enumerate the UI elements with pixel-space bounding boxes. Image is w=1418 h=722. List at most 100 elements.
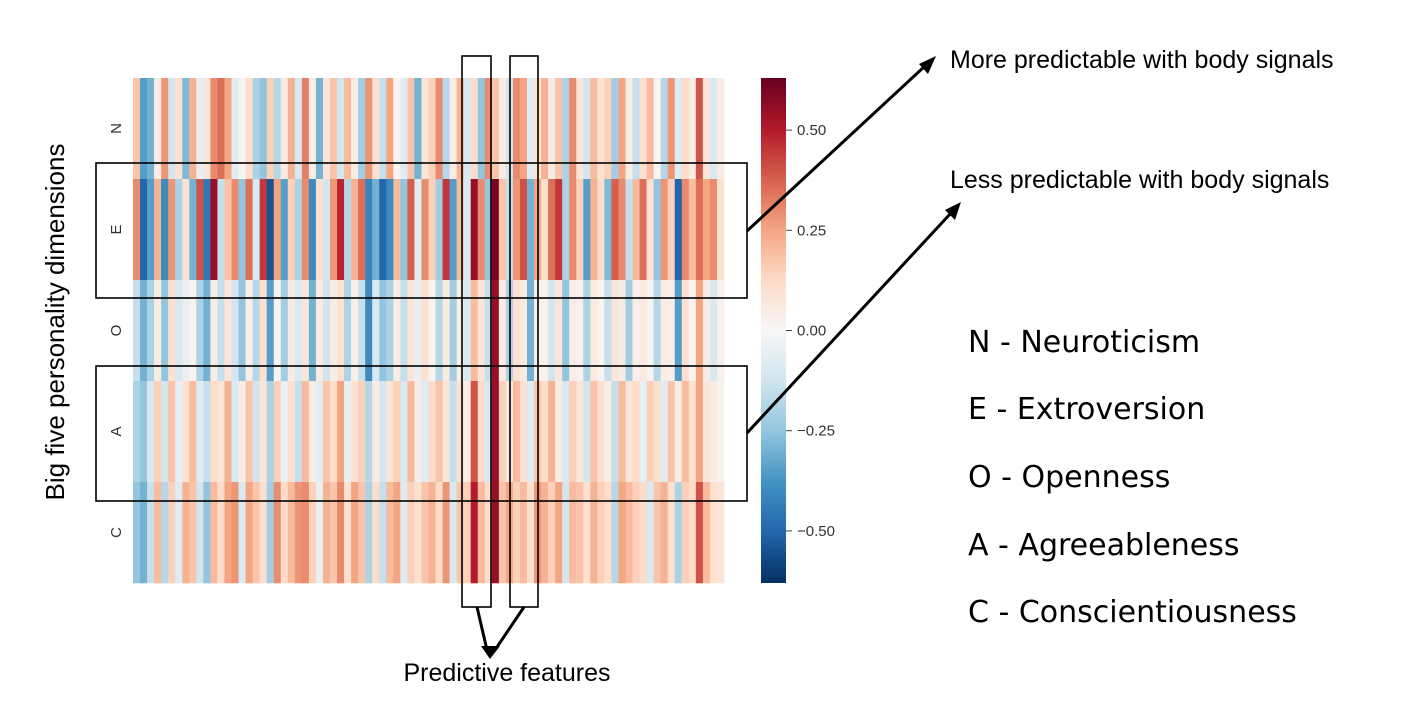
heatmap-cell	[555, 482, 563, 584]
heatmap-cell	[287, 482, 296, 584]
heatmap-cell	[393, 482, 401, 584]
heatmap-cell	[688, 482, 697, 584]
heatmap-cell	[660, 482, 669, 584]
heatmap-cell	[154, 78, 162, 180]
heatmap-cell	[154, 482, 162, 584]
heatmap-cell	[569, 381, 577, 483]
heatmap-cell	[224, 381, 232, 483]
heatmap-cell	[484, 78, 493, 180]
colorbar-tick-label: 0.50	[797, 122, 826, 139]
heatmap-cell	[322, 482, 331, 584]
heatmap-cell	[189, 482, 197, 584]
heatmap-cell	[562, 280, 570, 382]
heatmap-cell	[512, 78, 521, 180]
heatmap-cell	[168, 78, 176, 180]
heatmap-cell	[231, 179, 239, 281]
heatmap-cell	[646, 78, 654, 180]
heatmap-cell	[618, 78, 626, 180]
heatmap-cell	[618, 381, 626, 483]
heatmap-cell	[583, 78, 591, 180]
heatmap-cells	[133, 78, 725, 584]
colorbar-tick-label: −0.50	[797, 523, 835, 540]
heatmap-cell	[667, 78, 676, 180]
heatmap-cell	[625, 78, 633, 180]
heatmap-cell	[379, 482, 387, 584]
heatmap-cell	[407, 381, 415, 483]
heatmap-cell	[154, 179, 162, 281]
heatmap-cell	[280, 179, 289, 281]
heatmap-cell	[435, 482, 443, 584]
heatmap-cell	[182, 78, 190, 180]
heatmap-cell	[400, 482, 408, 584]
heatmap-cell	[435, 381, 443, 483]
predictive-features-label: Predictive features	[403, 659, 610, 687]
heatmap-cell	[667, 280, 676, 382]
heatmap-cell	[639, 78, 647, 180]
heatmap-cell	[527, 482, 535, 584]
heatmap-cell	[252, 280, 260, 382]
heatmap-cell	[667, 179, 676, 281]
heatmap-cell	[337, 179, 345, 281]
heatmap-cell	[716, 482, 725, 584]
heatmap-cell	[238, 381, 246, 483]
heatmap-cell	[435, 78, 443, 180]
heatmap-cell	[611, 381, 619, 483]
heatmap-cell	[449, 381, 457, 483]
heatmap-cell	[217, 78, 225, 180]
heatmap-cell	[477, 179, 486, 281]
legend-item-n: N - Neuroticism	[968, 325, 1200, 360]
heatmap-cell	[695, 482, 704, 584]
heatmap-cell	[470, 381, 479, 483]
heatmap-cell	[618, 179, 626, 281]
heatmap-cell	[435, 179, 443, 281]
heatmap-cell	[414, 482, 422, 584]
heatmap-cell	[196, 78, 204, 180]
heatmap-cell	[287, 381, 296, 483]
heatmap-cell	[519, 179, 528, 281]
heatmap-cell	[498, 482, 507, 584]
heatmap-cell	[351, 78, 359, 180]
heatmap-cell	[576, 179, 584, 281]
heatmap-cell	[597, 482, 605, 584]
heatmap-cell	[716, 78, 725, 180]
heatmap-cell	[358, 280, 366, 382]
heatmap-cell	[259, 179, 267, 281]
heatmap-cell	[653, 482, 661, 584]
heatmap-cell	[379, 78, 387, 180]
heatmap-cell	[203, 482, 211, 584]
heatmap-cell	[477, 381, 486, 483]
row-label-n: N	[108, 123, 125, 134]
heatmap-cell	[330, 381, 338, 483]
heatmap-cell	[491, 78, 500, 180]
heatmap-cell	[449, 179, 457, 281]
heatmap-cell	[294, 78, 303, 180]
heatmap-cell	[315, 179, 324, 281]
heatmap-cell	[273, 78, 282, 180]
heatmap-cell	[512, 280, 521, 382]
arrow-feature-2	[493, 606, 526, 651]
heatmap-cell	[463, 482, 472, 584]
heatmap-cell	[287, 280, 296, 382]
heatmap-cell	[379, 381, 387, 483]
heatmap-cell	[344, 179, 352, 281]
heatmap-cell	[527, 179, 535, 281]
heatmap-cell	[484, 482, 493, 584]
heatmap-cell	[702, 482, 711, 584]
heatmap-cell	[484, 280, 493, 382]
heatmap-cell	[674, 179, 683, 281]
heatmap-cell	[203, 179, 211, 281]
heatmap-cell	[407, 482, 415, 584]
heatmap-cell	[414, 280, 422, 382]
heatmap-cell	[147, 482, 155, 584]
heatmap-cell	[231, 482, 239, 584]
heatmap-cell	[175, 482, 183, 584]
heatmap-cell	[702, 78, 711, 180]
heatmap-cell	[688, 78, 697, 180]
heatmap-cell	[344, 78, 352, 180]
heatmap-cell	[583, 280, 591, 382]
heatmap-cell	[386, 280, 394, 382]
heatmap-cell	[224, 78, 232, 180]
heatmap-cell	[301, 280, 310, 382]
heatmap-cell	[217, 280, 225, 382]
